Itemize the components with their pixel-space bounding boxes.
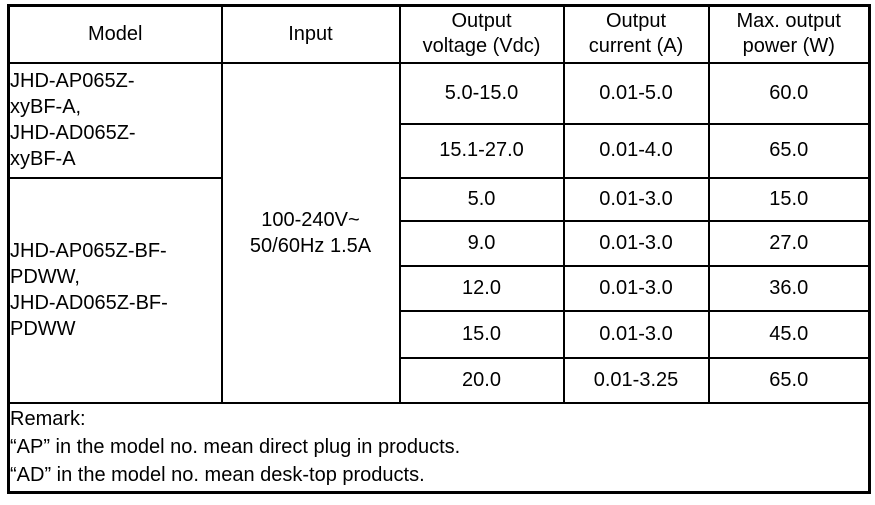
current-cell: 0.01-3.0: [562, 309, 710, 359]
remark-title: Remark:: [10, 408, 86, 431]
col-header-output-voltage-line1: Output: [451, 10, 512, 33]
power-cell: 36.0: [707, 264, 871, 312]
voltage-cell: 5.0: [398, 176, 565, 222]
col-header-input-label: Input: [288, 22, 333, 45]
table-row: JHD-AP065Z-BF- PDWW, JHD-AD065Z-BF- PDWW…: [7, 176, 871, 404]
model-group-1-line2: xyBF-A,: [10, 96, 82, 118]
model-group-1-line3: JHD-AD065Z-: [10, 122, 136, 144]
table-row: 15.1-27.0 0.01-4.0 65.0: [9, 122, 871, 179]
voltage-cell: 15.0: [398, 309, 565, 359]
col-header-output-voltage-line2: voltage (Vdc): [422, 35, 541, 58]
input-spec-line1: 100-240V~: [261, 208, 360, 231]
power-cell: 65.0: [707, 356, 871, 404]
col-header-output-current-line1: Output: [605, 10, 667, 33]
current-cell: 0.01-3.25: [562, 356, 710, 404]
table-row: JHD-AP065Z- xyBF-A, JHD-AD065Z- xyBF-A 1…: [7, 61, 871, 404]
voltage-cell: 15.1-27.0: [398, 122, 565, 179]
model-group-2-line2: PDWW,: [10, 266, 81, 288]
voltage-cell: 9.0: [398, 219, 565, 267]
current-cell: 0.01-4.0: [562, 122, 710, 179]
col-header-model-label: Model: [88, 22, 143, 45]
table-row: 12.0 0.01-3.0 36.0: [9, 264, 871, 312]
input-spec-cell: 100-240V~ 50/60Hz 1.5A: [220, 61, 401, 404]
model-group-2-line1: JHD-AP065Z-BF-: [10, 240, 167, 262]
model-group-1-line1: JHD-AP065Z-: [10, 70, 135, 92]
current-cell: 0.01-3.0: [562, 264, 710, 312]
table-row: 15.0 0.01-3.0 45.0: [9, 309, 871, 359]
model-group-1-line4: xyBF-A: [10, 148, 76, 170]
remark-line-ap: “AP” in the model no. mean direct plug i…: [10, 436, 461, 459]
power-cell: 15.0: [707, 176, 871, 222]
voltage-cell: 12.0: [398, 264, 565, 312]
voltage-cell: 20.0: [398, 356, 565, 404]
power-cell: 45.0: [707, 309, 871, 359]
table-row: 20.0 0.01-3.25 65.0: [9, 356, 871, 404]
model-group-1-cell: JHD-AP065Z- xyBF-A, JHD-AD065Z- xyBF-A: [7, 61, 223, 179]
current-cell: 0.01-3.0: [562, 176, 710, 222]
power-cell: 60.0: [707, 61, 871, 125]
remark-line-ad: “AD” in the model no. mean desk-top prod…: [10, 464, 425, 487]
col-header-max-power-line2: power (W): [742, 35, 835, 58]
input-spec-line2: 50/60Hz 1.5A: [249, 234, 372, 257]
remark-cell: Remark: “AP” in the model no. mean direc…: [7, 401, 871, 494]
table-row: 9.0 0.01-3.0 27.0: [9, 219, 871, 267]
current-cell: 0.01-5.0: [562, 61, 710, 125]
model-group-2-line4: PDWW: [10, 318, 76, 340]
power-cell: 27.0: [707, 219, 871, 267]
remark-row: Remark: “AP” in the model no. mean direc…: [7, 401, 871, 494]
col-header-max-power: Max. output power (W): [707, 4, 871, 64]
header-row: Model Input Output voltage (Vdc) Output …: [7, 4, 871, 64]
col-header-input: Input: [220, 4, 401, 64]
col-header-model: Model: [7, 4, 223, 64]
voltage-cell: 5.0-15.0: [398, 61, 565, 125]
col-header-max-power-line1: Max. output: [736, 10, 841, 33]
col-header-output-current: Output current (A): [562, 4, 710, 64]
spec-table: Model Input Output voltage (Vdc) Output …: [7, 4, 871, 494]
power-cell: 65.0: [707, 122, 871, 179]
model-group-2-cell: JHD-AP065Z-BF- PDWW, JHD-AD065Z-BF- PDWW: [7, 176, 223, 404]
model-group-2-line3: JHD-AD065Z-BF-: [10, 292, 168, 314]
col-header-output-voltage: Output voltage (Vdc): [398, 4, 565, 64]
col-header-output-current-line2: current (A): [588, 35, 684, 58]
current-cell: 0.01-3.0: [562, 219, 710, 267]
